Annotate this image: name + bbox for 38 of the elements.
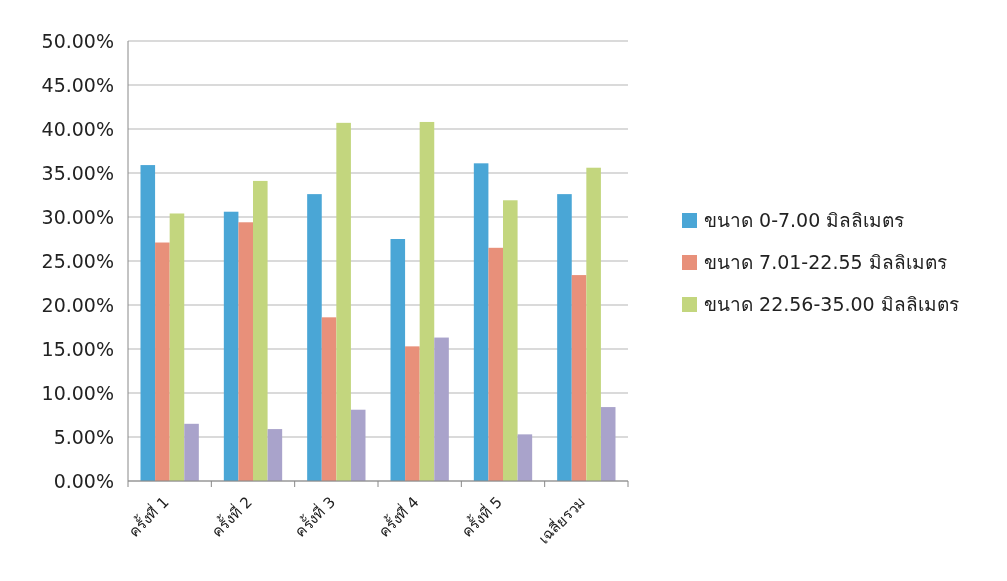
bar: [307, 194, 322, 481]
y-tick-label: 40.00%: [41, 118, 114, 140]
y-tick-label: 10.00%: [41, 382, 114, 404]
bar: [253, 180, 268, 481]
bar: [169, 213, 185, 481]
bar: [267, 429, 283, 481]
bar: [184, 423, 199, 481]
bar: [350, 409, 366, 481]
legend-label: ขนาด 0-7.00 มิลลิเมตร: [704, 209, 905, 231]
bar: [405, 346, 420, 481]
bar: [140, 165, 156, 481]
y-tick-label: 0.00%: [53, 470, 114, 492]
bar: [517, 434, 533, 481]
bar: [557, 194, 572, 481]
bar: [419, 121, 435, 481]
bar: [571, 275, 587, 481]
bar: [600, 407, 616, 481]
y-tick-label: 30.00%: [41, 206, 114, 228]
y-tick-label: 35.00%: [41, 162, 114, 184]
legend-label: ขนาด 22.56-35.00 มิลลิเมตร: [704, 293, 959, 315]
bar: [503, 200, 518, 481]
y-tick-label: 5.00%: [53, 426, 114, 448]
bar: [223, 211, 239, 481]
bar: [321, 317, 337, 481]
bar: [390, 239, 406, 481]
legend-label: ขนาด 7.01-22.55 มิลลิเมตร: [704, 251, 947, 273]
y-tick-label: 25.00%: [41, 250, 114, 272]
bar: [586, 167, 601, 481]
bar: [434, 337, 449, 481]
bar: [155, 242, 170, 481]
y-tick-label: 50.00%: [41, 30, 114, 52]
bar: [473, 163, 489, 481]
y-tick-label: 45.00%: [41, 74, 114, 96]
y-tick-label: 15.00%: [41, 338, 114, 360]
y-tick-label: 20.00%: [41, 294, 114, 316]
bar: [488, 247, 503, 481]
bar: [238, 222, 253, 481]
bar: [336, 122, 351, 481]
